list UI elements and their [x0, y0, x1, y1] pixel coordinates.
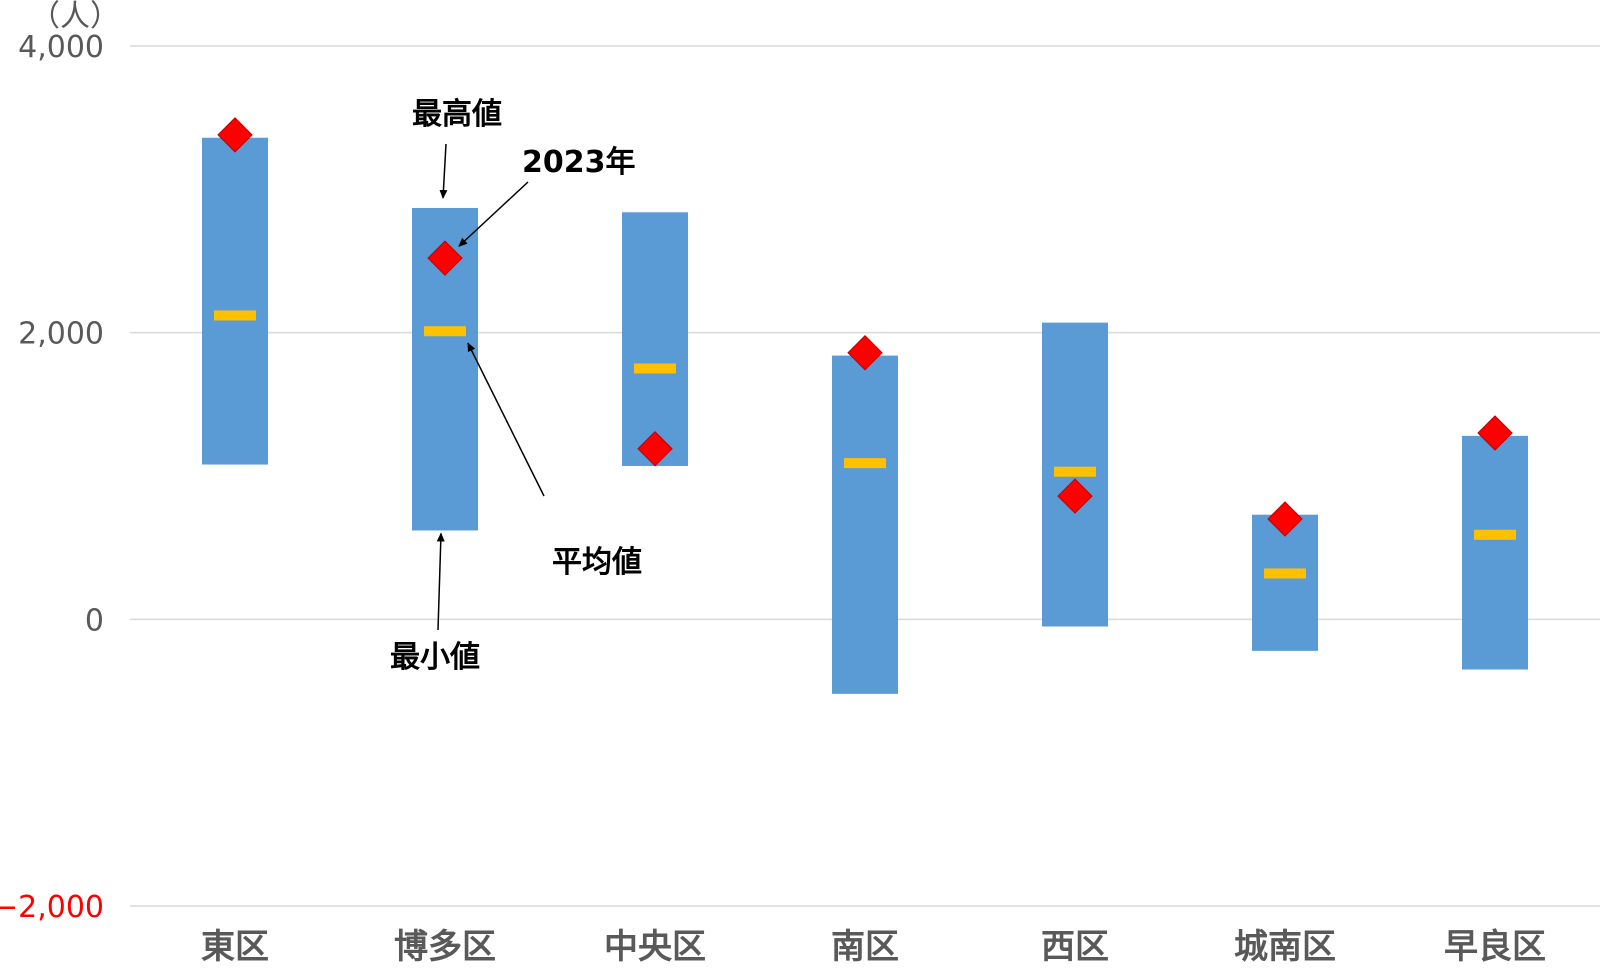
annotation-min-arrow [436, 532, 445, 631]
annotations: 最高値 2023年 平均値 最小値 [390, 97, 642, 675]
x-tick-label: 東区 [201, 927, 269, 967]
y-tick-label: 4,000 [18, 30, 104, 65]
annotation-2023-arrow [458, 181, 529, 247]
average-mark [1054, 466, 1096, 477]
range-bar [832, 355, 898, 694]
average-mark [1474, 529, 1516, 540]
average-mark [1264, 568, 1306, 579]
x-tick-label: 博多区 [394, 927, 496, 967]
y-axis-unit-label: （人） [30, 0, 120, 34]
average-marks [214, 310, 1516, 579]
x-axis-ticks: 東区 博多区 中央区 南区 西区 城南区 早良区 [201, 927, 1546, 967]
range-bar [1462, 435, 1528, 670]
x-tick-label: 南区 [831, 927, 899, 967]
annotation-min-label: 最小値 [390, 640, 480, 675]
x-tick-label: 中央区 [604, 927, 706, 967]
average-mark [634, 363, 676, 374]
x-tick-label: 西区 [1041, 927, 1109, 967]
range-bar [622, 212, 688, 466]
marker-2023 [1057, 478, 1093, 514]
annotation-average-arrow [467, 342, 545, 497]
marker-2023 [847, 335, 883, 371]
marker-2023 [217, 117, 253, 153]
year-2023-markers [217, 117, 1513, 537]
x-tick-label: 早良区 [1444, 927, 1546, 967]
x-tick-label: 城南区 [1234, 927, 1336, 967]
range-bar [1252, 514, 1318, 651]
annotation-max-label: 最高値 [412, 97, 502, 132]
annotation-average-label: 平均値 [552, 545, 642, 580]
average-mark [214, 310, 256, 321]
annotation-max-arrow [439, 143, 448, 199]
average-mark [424, 326, 466, 337]
average-mark [844, 458, 886, 469]
range-bars [202, 137, 1528, 694]
y-tick-label: 0 [85, 603, 104, 638]
y-tick-label: −2,000 [0, 890, 104, 925]
range-bar [202, 137, 268, 465]
marker-2023 [427, 240, 463, 276]
y-axis-ticks: 4,000 2,000 0 −2,000 [0, 30, 104, 925]
marker-2023 [637, 431, 673, 467]
marker-2023 [1267, 501, 1303, 537]
marker-2023 [1477, 415, 1513, 451]
y-tick-label: 2,000 [18, 317, 104, 352]
annotation-2023-label: 2023年 [522, 145, 636, 180]
